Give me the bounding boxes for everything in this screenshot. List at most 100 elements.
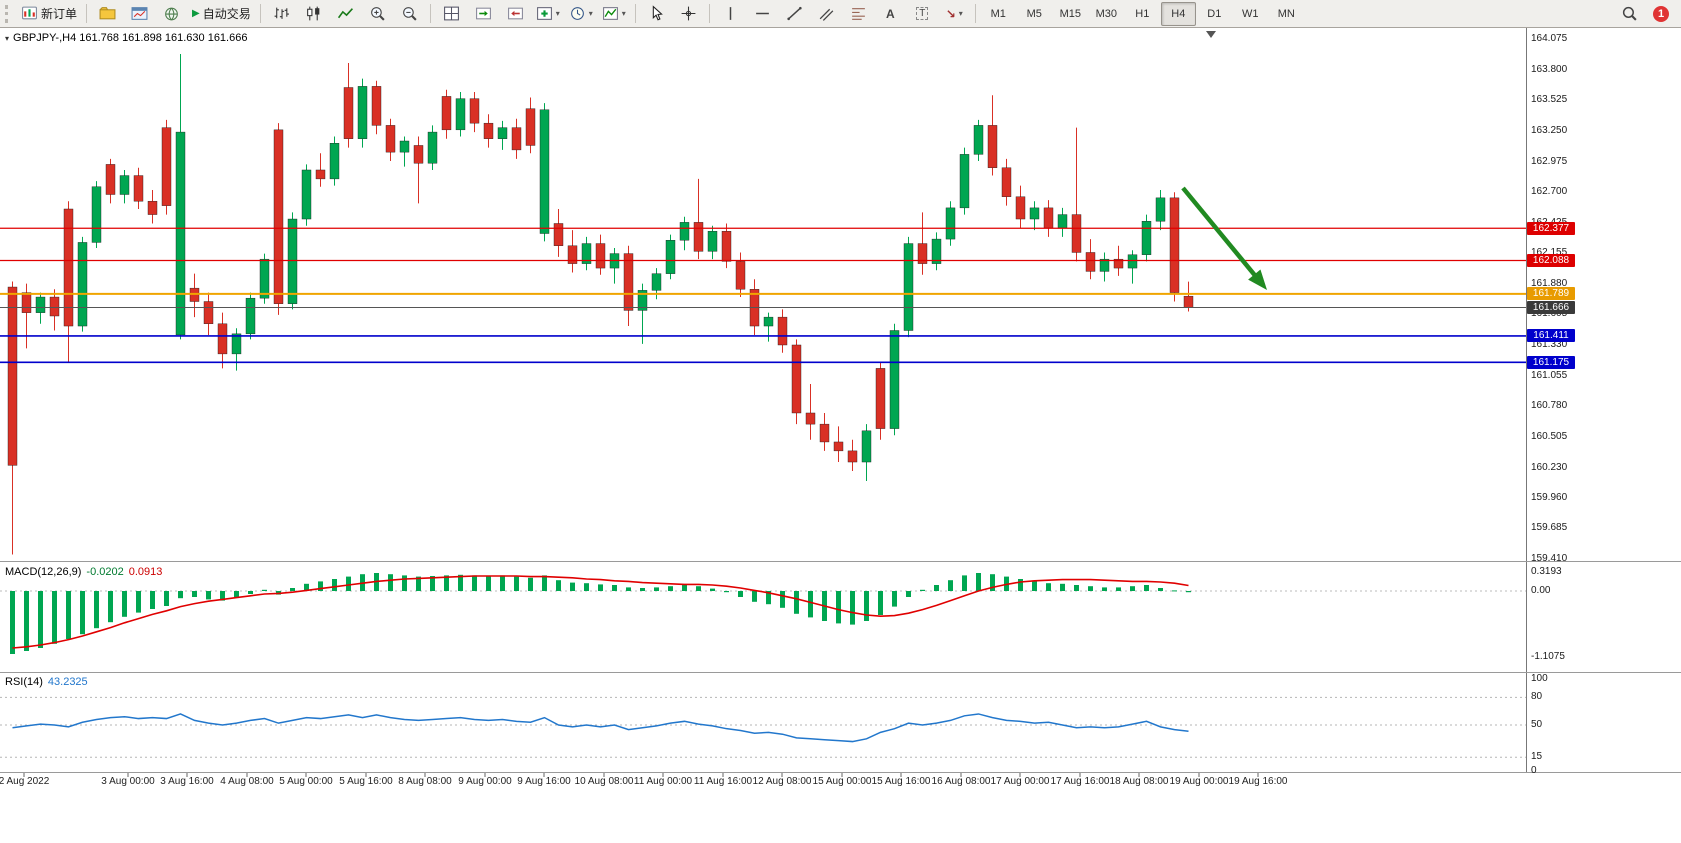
candle (147, 200, 158, 215)
timeframe-m30[interactable]: M30 (1095, 7, 1117, 20)
chevron-down-icon: ▾ (958, 8, 963, 18)
toolbar-separator (708, 4, 710, 23)
auto-scroll-button[interactable] (468, 2, 499, 26)
price-chart[interactable] (0, 28, 1527, 843)
arrows-tool[interactable]: ↘ ▾ (939, 2, 970, 26)
cursor-icon (652, 5, 663, 21)
search-button[interactable] (1614, 2, 1645, 26)
time-axis[interactable]: 2 Aug 2022 3 Aug 00:00 3 Aug 16:00 4 Aug 08… (0, 776, 1681, 790)
timeframe-w1[interactable]: W1 (1242, 7, 1259, 20)
candle (287, 218, 298, 304)
panel-separator-rsi[interactable] (0, 672, 1681, 673)
macd-signal-value: 0.0913 (128, 566, 163, 578)
price-axis-label: 162.700 (1531, 186, 1568, 198)
candlestick-chart-button[interactable] (298, 2, 329, 26)
indicators-button[interactable]: ▾ (598, 2, 630, 26)
candle (665, 240, 676, 274)
text-tool[interactable]: A (875, 2, 906, 26)
autotrading-button[interactable]: ▶ 自动交易 (188, 2, 255, 26)
time-axis-label: 12 Aug 08:00 (752, 776, 812, 787)
time-axis-label: 11 Aug 16:00 (693, 776, 753, 787)
timeframe-mn[interactable]: MN (1277, 7, 1295, 20)
line-chart-button[interactable] (330, 2, 361, 26)
timeframe-h4[interactable]: H4 (1160, 1, 1196, 26)
vertical-line-icon (729, 7, 732, 20)
candle (917, 243, 928, 264)
candle (735, 261, 746, 290)
timeframe-m5[interactable]: M5 (1026, 7, 1042, 20)
timeframe-d1[interactable]: D1 (1207, 7, 1222, 20)
toolbar: 新订单 ▶ 自动交易 (0, 0, 1681, 28)
new-chart-button[interactable]: ▾ (532, 2, 564, 26)
crosshair-icon (681, 6, 696, 21)
horizontal-line-tool[interactable] (747, 2, 778, 26)
time-axis-separator (0, 772, 1681, 773)
timeframe-m1[interactable]: M1 (990, 7, 1006, 20)
price-axis-label: 159.685 (1531, 522, 1568, 534)
time-axis-label: 15 Aug 00:00 (812, 776, 872, 787)
chart-window-button[interactable] (124, 2, 155, 26)
channel-icon (819, 8, 834, 21)
panel-separator-macd[interactable] (0, 561, 1681, 562)
candle (707, 231, 718, 252)
price-tag-161.789: 161.789 (1527, 287, 1575, 301)
candle (903, 243, 914, 331)
toolbar-separator (86, 4, 88, 23)
candle (357, 86, 368, 139)
time-axis-label: 5 Aug 16:00 (339, 776, 393, 787)
tile-windows-button[interactable] (436, 2, 467, 26)
new-order-button[interactable]: 新订单 (17, 2, 81, 26)
chevron-down-icon: ▾ (621, 8, 626, 18)
candle (1183, 295, 1194, 308)
candle (1085, 252, 1096, 272)
text-a-icon: A (885, 6, 895, 21)
toolbar-separator (259, 4, 261, 23)
trendline-tool[interactable] (779, 2, 810, 26)
vertical-line-tool[interactable] (715, 2, 746, 26)
fibonacci-tool[interactable] (843, 2, 874, 26)
rsi-line (12, 713, 1189, 743)
price-tag-161.666: 161.666 (1527, 301, 1575, 315)
timeframe-m15[interactable]: M15 (1059, 7, 1081, 20)
candle (133, 175, 144, 202)
price-axis-label: 162.975 (1531, 155, 1568, 167)
toolbar-separator (974, 4, 976, 23)
new-chart-icon (536, 7, 552, 20)
profiles-button[interactable] (92, 2, 123, 26)
candle (1113, 258, 1124, 269)
candle (847, 450, 858, 463)
price-axis-label: 163.250 (1531, 124, 1568, 136)
trend-arrow-shaft[interactable] (1181, 186, 1259, 280)
candle (777, 316, 788, 346)
channel-tool[interactable] (811, 2, 842, 26)
label-tool[interactable]: T (907, 2, 938, 26)
periods-button[interactable]: ▾ (565, 2, 597, 26)
price-tag-161.411: 161.411 (1527, 329, 1575, 343)
chart-shift-marker[interactable] (1206, 31, 1216, 38)
candle (553, 223, 564, 246)
candle (637, 290, 648, 311)
bar-chart-button[interactable] (266, 2, 297, 26)
auto-scroll-icon (475, 7, 491, 20)
time-axis-label: 3 Aug 00:00 (101, 776, 155, 787)
notification-badge[interactable]: 1 (1653, 5, 1669, 22)
candle (959, 154, 970, 209)
trend-arrow-head[interactable] (1248, 269, 1267, 290)
zoom-in-button[interactable] (362, 2, 393, 26)
candle (1099, 258, 1110, 272)
candle (581, 243, 592, 264)
zoom-out-button[interactable] (394, 2, 425, 26)
symbol-info: ▾ GBPJPY-,H4 161.768 161.898 161.630 161… (5, 32, 247, 44)
candle (7, 286, 18, 466)
cursor-button[interactable] (641, 2, 672, 26)
time-axis-label: 15 Aug 16:00 (871, 776, 931, 787)
chart-shift-button[interactable] (500, 2, 531, 26)
timeframe-h1[interactable]: H1 (1135, 7, 1150, 20)
arrow-tool-icon: ↘ (945, 6, 956, 21)
candle (301, 169, 312, 220)
candle (77, 242, 88, 327)
horizontal-line-icon (755, 12, 769, 15)
time-axis-label: 5 Aug 00:00 (279, 776, 333, 787)
alerts-button[interactable] (156, 2, 187, 26)
crosshair-button[interactable] (673, 2, 704, 26)
